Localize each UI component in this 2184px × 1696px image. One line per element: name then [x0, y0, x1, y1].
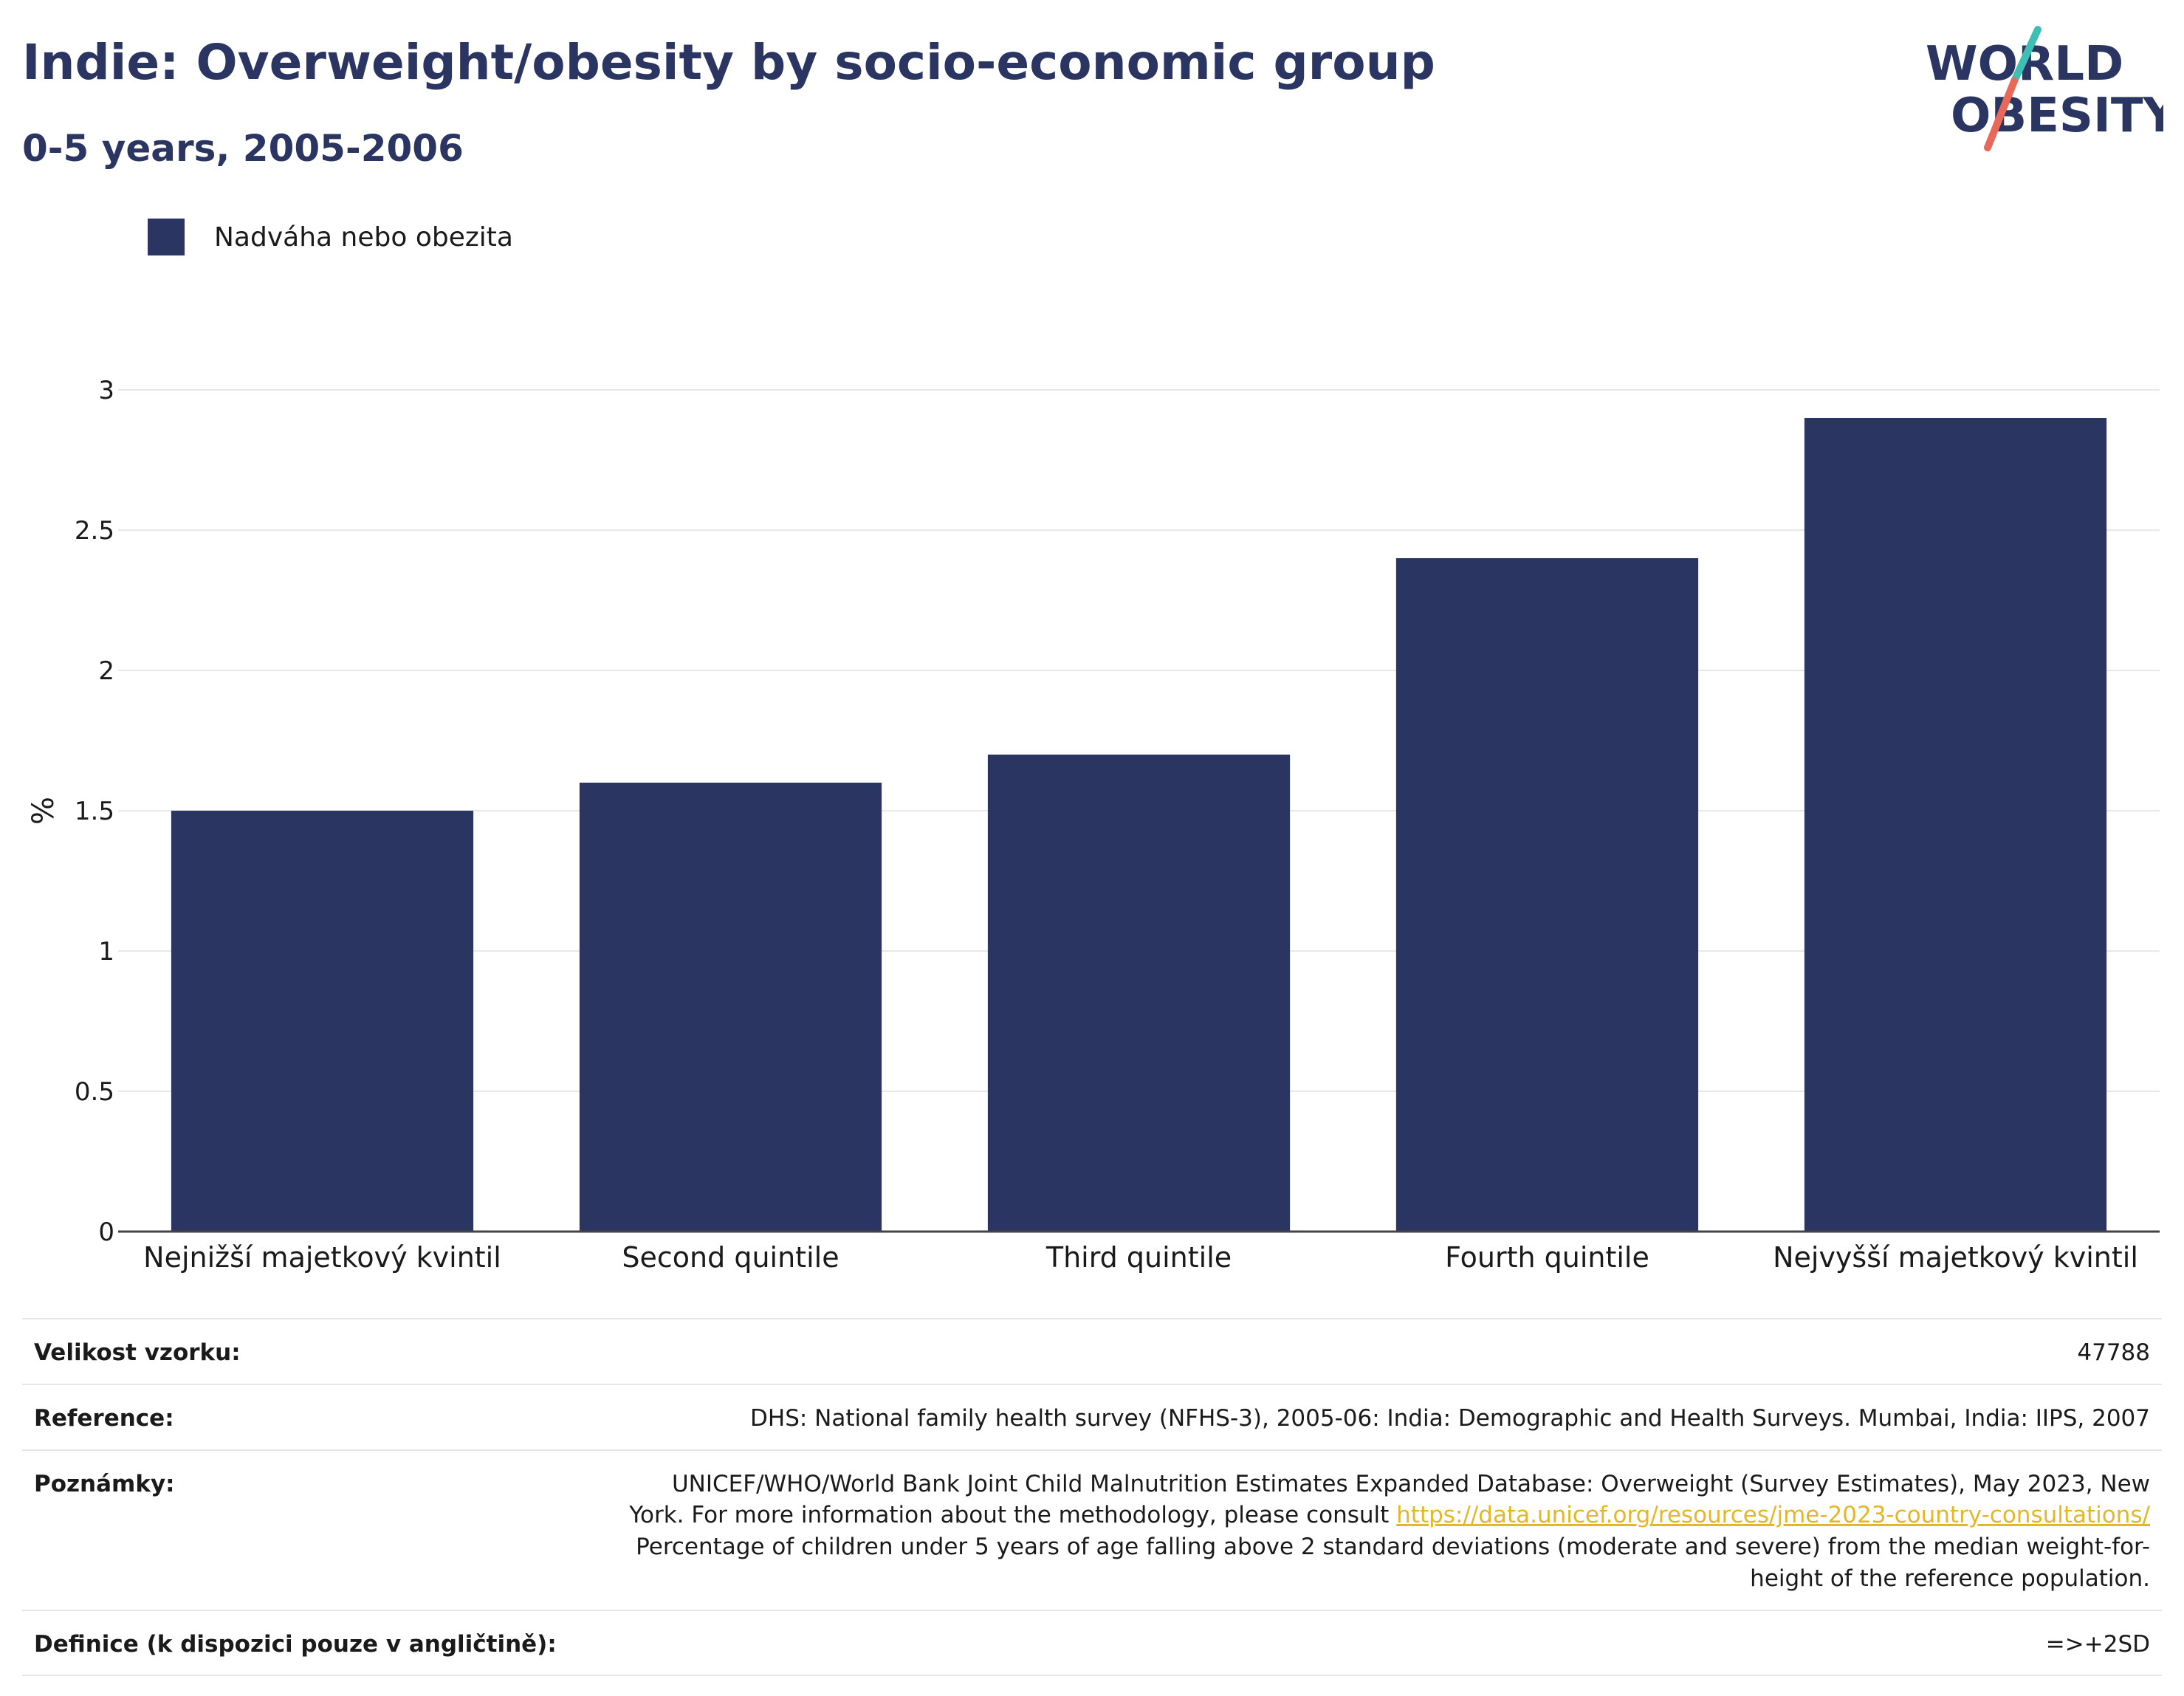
- bar: [1804, 418, 2107, 1232]
- y-axis-label: %: [27, 797, 61, 825]
- sample-label: Velikost vzorku:: [22, 1318, 607, 1384]
- bar-chart: 0 0.5 1 1.5 2 2.5 3% Nejnižší majetkový kvintil…: [27, 376, 2160, 1274]
- definition-value: =>+2SD: [607, 1609, 2162, 1677]
- x-tick-label: Second quintile: [622, 1241, 839, 1274]
- y-tick-label: 0.5: [75, 1077, 114, 1107]
- notes-value: UNICEF/WHO/World Bank Joint Child Malnut…: [607, 1449, 2162, 1610]
- y-tick-label: 3: [98, 376, 114, 405]
- x-tick-label: Third quintile: [1045, 1241, 1232, 1274]
- notes-text-2: Percentage of children under 5 years of …: [636, 1534, 2150, 1592]
- notes-label: Poznámky:: [22, 1449, 607, 1610]
- info-row-sample: Velikost vzorku: 47788: [22, 1318, 2162, 1384]
- info-row-definition: Definice (k dispozici pouze v angličtině…: [22, 1609, 2162, 1677]
- legend-label: Nadváha nebo obezita: [214, 222, 513, 253]
- x-tick-label: Fourth quintile: [1445, 1241, 1649, 1274]
- logo-slash-teal: [2010, 26, 2042, 85]
- info-row-notes: Poznámky: UNICEF/WHO/World Bank Joint Ch…: [22, 1449, 2162, 1610]
- reference-value: DHS: National family health survey (NFHS…: [607, 1383, 2162, 1450]
- y-tick-label: 2: [98, 656, 114, 686]
- x-tick-label: Nejvyšší majetkový kvintil: [1773, 1241, 2138, 1274]
- sample-value: 47788: [607, 1318, 2162, 1384]
- legend-swatch: [148, 219, 185, 255]
- y-tick-label: 1.5: [75, 797, 114, 826]
- definition-label: Definice (k dispozici pouze v angličtině…: [22, 1609, 607, 1677]
- info-table: Velikost vzorku: 47788 Reference: DHS: N…: [22, 1318, 2162, 1677]
- bar: [987, 755, 1291, 1232]
- reference-label: Reference:: [22, 1383, 607, 1450]
- bar: [579, 783, 882, 1232]
- logo-slash-red: [1984, 78, 2018, 151]
- logo-word-obesity: OBESITY: [1951, 89, 2163, 143]
- bar: [1395, 558, 1699, 1232]
- bar: [171, 811, 474, 1232]
- world-obesity-logo: WORLD OBESITY: [1926, 26, 2163, 151]
- y-tick-label: 0: [98, 1218, 114, 1247]
- info-row-reference: Reference: DHS: National family health s…: [22, 1383, 2162, 1450]
- notes-link[interactable]: https://data.unicef.org/resources/jme-20…: [1396, 1502, 2150, 1529]
- x-tick-label: Nejnižší majetkový kvintil: [143, 1241, 501, 1274]
- y-tick-label: 1: [98, 937, 114, 967]
- chart-legend[interactable]: Nadváha nebo obezita: [148, 219, 513, 255]
- notes-text-1: UNICEF/WHO/World Bank Joint Child Malnut…: [629, 1470, 2150, 1529]
- chart-title: Indie: Overweight/obesity by socio-econo…: [22, 34, 1435, 91]
- chart-subtitle: 0-5 years, 2005-2006: [22, 127, 464, 170]
- y-tick-label: 2.5: [75, 516, 114, 546]
